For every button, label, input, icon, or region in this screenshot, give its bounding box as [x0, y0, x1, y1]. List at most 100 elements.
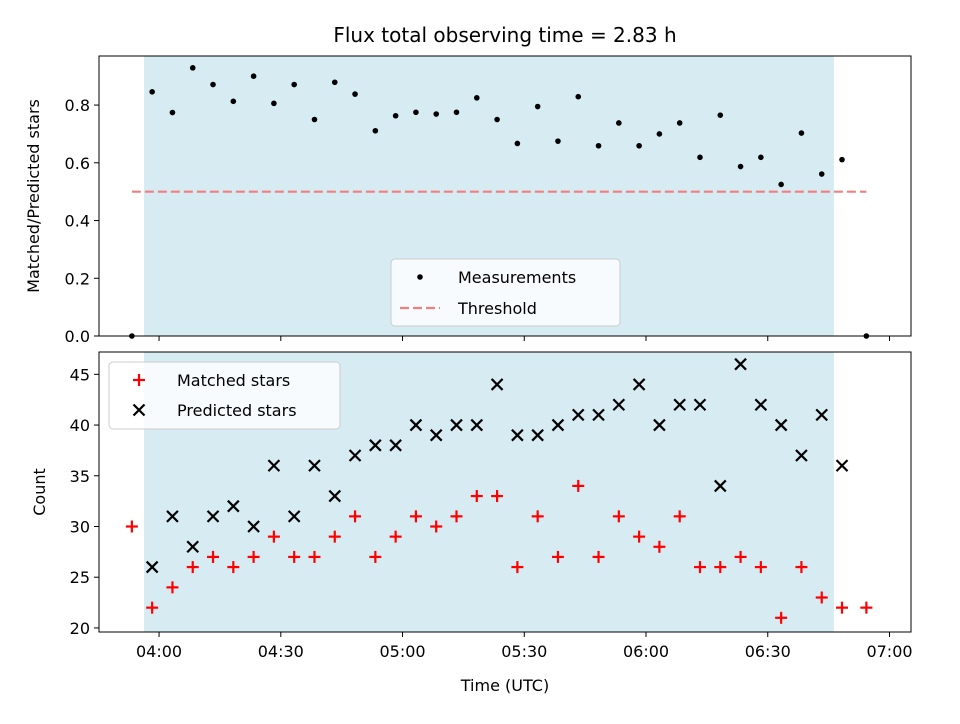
- measurement-point: [271, 100, 277, 107]
- matched-star-point: [267, 530, 280, 543]
- measurement-point: [494, 116, 500, 123]
- predicted-marker-stroke: [409, 418, 423, 432]
- measurement-point: [473, 95, 480, 101]
- predicted-legend-label: Predicted stars: [177, 401, 297, 420]
- predicted-marker-stroke: [132, 403, 146, 417]
- matched-star-point: [572, 479, 585, 492]
- predicted-star-point: [815, 408, 829, 422]
- measurement-point: [392, 112, 399, 119]
- measurement-point: [575, 93, 582, 100]
- matched-star-point: [775, 611, 788, 624]
- predicted-marker-stroke: [450, 418, 463, 432]
- bottom-y-tick-label: 35: [70, 467, 90, 486]
- matched-star-point: [633, 530, 646, 543]
- matched-star-point: [653, 540, 666, 553]
- matched-star-point: [247, 550, 260, 563]
- predicted-marker-stroke: [287, 510, 301, 523]
- matched-star-point: [349, 510, 362, 523]
- predicted-marker-stroke: [429, 428, 443, 442]
- top-y-tick-label: 0.0: [65, 327, 90, 346]
- predicted-marker-stroke: [145, 560, 159, 574]
- matched-star-point: [288, 550, 301, 563]
- predicted-marker-stroke: [470, 418, 484, 432]
- predicted-marker-stroke: [673, 398, 686, 412]
- predicted-marker-stroke: [531, 428, 544, 442]
- threshold-legend-label: Threshold: [457, 299, 537, 318]
- measurement-point: [250, 73, 257, 80]
- predicted-marker-stroke: [795, 449, 808, 462]
- bottom-y-tick-label: 30: [70, 517, 90, 536]
- predicted-marker-stroke: [247, 520, 260, 533]
- predicted-marker-stroke: [835, 459, 849, 472]
- bottom-x-tick-label: 06:00: [623, 642, 669, 661]
- predicted-legend-marker: [132, 403, 146, 417]
- predicted-marker-stroke: [511, 428, 524, 442]
- bottom-x-tick-label: 04:00: [136, 642, 182, 661]
- matched-star-point: [754, 561, 767, 574]
- measurement-point: [230, 98, 237, 105]
- predicted-star-point: [429, 428, 443, 442]
- predicted-star-point: [409, 418, 423, 432]
- measurement-point: [149, 88, 155, 95]
- measurement-point: [189, 65, 196, 71]
- predicted-marker-stroke: [186, 540, 200, 554]
- matched-star-point: [308, 550, 321, 563]
- predicted-marker-stroke: [571, 408, 585, 422]
- predicted-star-point: [389, 439, 402, 452]
- matched-star-point: [592, 550, 605, 563]
- matched-star-point: [389, 530, 402, 543]
- matched-star-point: [612, 510, 625, 523]
- predicted-star-point: [571, 408, 585, 422]
- top-y-tick-label: 0.4: [65, 212, 90, 231]
- measurement-point: [433, 111, 440, 117]
- predicted-marker-stroke: [734, 357, 747, 371]
- predicted-star-point: [450, 418, 463, 432]
- measurement-point: [169, 109, 176, 116]
- predicted-marker-stroke: [227, 499, 240, 513]
- matched-star-point: [207, 550, 220, 563]
- bottom-x-tick-label: 04:30: [258, 642, 304, 661]
- top-y-tick-label: 0.6: [65, 154, 90, 173]
- bottom-y-axis-label: Count: [30, 468, 49, 516]
- bottom-x-tick-label: 06:30: [745, 642, 791, 661]
- bottom-y-tick-label: 25: [70, 568, 90, 587]
- predicted-star-point: [308, 459, 321, 472]
- matched-star-point: [815, 591, 828, 604]
- bottom-x-tick-label: 05:30: [501, 642, 547, 661]
- measurement-point: [352, 91, 358, 97]
- matched-star-point: [714, 561, 727, 574]
- matched-star-point: [531, 510, 544, 523]
- predicted-star-point: [653, 418, 666, 432]
- measurement-point: [758, 154, 764, 161]
- predicted-star-point: [632, 378, 646, 391]
- predicted-star-point: [470, 418, 484, 432]
- predicted-star-point: [490, 378, 504, 391]
- bottom-axes-frame: [98, 351, 912, 633]
- predicted-star-point: [531, 428, 544, 442]
- predicted-marker-stroke: [328, 489, 342, 503]
- predicted-star-point: [145, 560, 159, 574]
- matched-star-point: [551, 550, 564, 563]
- measurements-legend-label: Measurements: [458, 268, 576, 287]
- bottom-x-tick-label: 05:00: [379, 642, 425, 661]
- top-axes-frame: [98, 55, 912, 337]
- top-y-axis-label: Matched/Predicted stars: [24, 99, 43, 293]
- predicted-star-point: [673, 398, 686, 412]
- predicted-star-point: [348, 449, 362, 462]
- top-panel: 0.0 0.2 0.4 0.6 0.8 Measurements Threshold: [65, 55, 912, 346]
- predicted-marker-stroke: [490, 378, 504, 391]
- predicted-marker-stroke: [693, 398, 707, 412]
- predicted-marker-stroke: [632, 378, 646, 391]
- predicted-marker-stroke: [592, 408, 605, 422]
- bottom-panel: 20 25 30 35 40 45 04:00 04:30 05:00 05:30 06:00 06:…: [70, 351, 913, 661]
- predicted-star-point: [612, 398, 626, 412]
- measurement-point: [514, 140, 521, 147]
- measurement-point: [839, 156, 845, 163]
- predicted-star-point: [795, 449, 808, 462]
- matched-star-point: [693, 561, 706, 574]
- top-legend-box: [390, 258, 621, 327]
- measurement-point: [372, 127, 379, 134]
- measurement-point: [778, 181, 784, 188]
- measurement-point: [676, 120, 683, 126]
- bottom-y-tick-label: 20: [70, 619, 90, 638]
